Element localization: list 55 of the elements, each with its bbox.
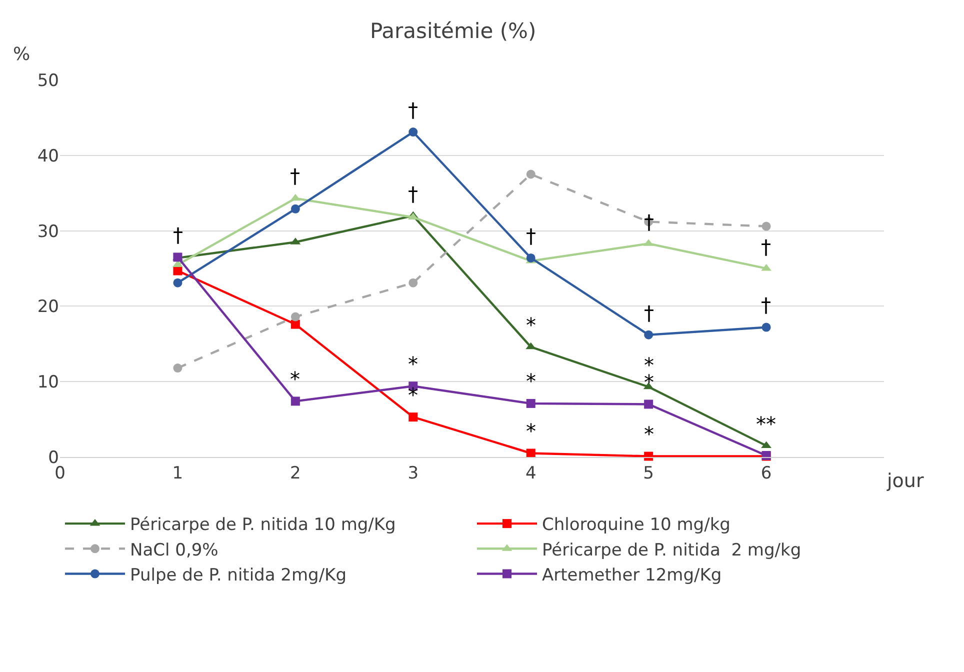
x-tick-label: 3 [408,463,419,484]
y-tick-label: 40 [37,146,59,166]
legend-label: Chloroquine 10 mg/kg [542,515,730,536]
annotation: † [408,182,418,206]
legend-label: Péricarpe de P. nitida 2 mg/kg [542,540,802,560]
annotation: * [408,352,418,376]
x-tick-label: 1 [172,463,184,484]
y-tick-label: 10 [37,372,59,393]
annotation: * [526,369,536,393]
annotation: † [644,210,654,234]
point [762,222,771,231]
point [173,278,182,288]
point [290,396,300,406]
y-tick-label: 50 [37,70,59,91]
point [526,398,536,408]
y-tick-label: 30 [37,222,59,242]
annotation: * [526,313,536,337]
point [526,448,536,458]
x-tick-label: 4 [525,463,536,484]
annotation: * [290,367,300,391]
point [408,128,418,137]
annotation: * [644,422,654,446]
annotation: † [290,164,300,188]
point [526,253,536,262]
x-tick-label: 5 [643,463,654,484]
legend-label: NaCl 0,9% [130,540,218,560]
annotation: * [526,419,536,443]
annotation: † [761,235,771,259]
legend-label: Pulpe de P. nitida 2mg/Kg [130,565,347,586]
chart-title: Parasitémie (%) [370,19,536,44]
point [290,320,300,329]
point [290,204,300,214]
annotation: * [408,383,418,407]
x-tick-label: 2 [290,463,301,484]
point [173,364,182,373]
point [408,412,418,422]
point [644,330,654,340]
annotation: † [173,223,183,247]
x-axis-title: jour [886,470,924,492]
annotation: † [761,293,771,317]
y-tick-label: 20 [37,297,59,318]
annotation: † [526,224,536,248]
y-axis-title: % [13,44,30,65]
annotation: † [644,301,654,325]
point [408,278,418,288]
point [173,266,182,276]
point [762,322,771,332]
x-tick-label: 6 [760,463,772,484]
annotation: † [408,98,418,122]
legend-label: Artemether 12mg/Kg [542,565,722,586]
point [290,312,300,322]
legend-label: Péricarpe de P. nitida 10 mg/Kg [130,515,396,536]
point [526,170,536,179]
annotation: ** [756,412,776,436]
point [644,400,654,409]
